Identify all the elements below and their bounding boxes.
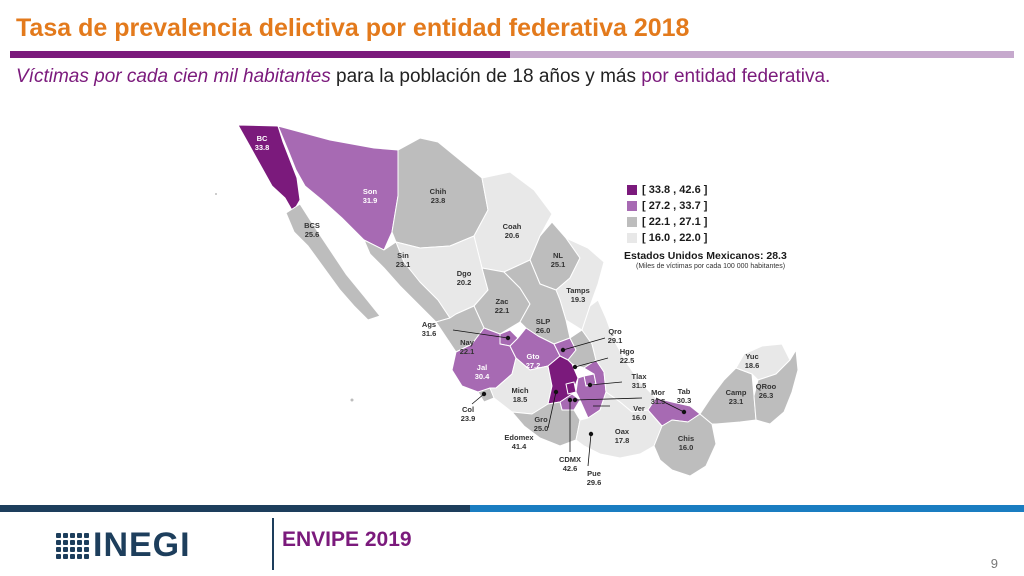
island-revillagigedo [349, 397, 355, 403]
national-total: Estados Unidos Mexicanos: 28.3 [624, 250, 787, 262]
state-label-oax: Oax 17.8 [615, 427, 630, 445]
subtitle-mid: para la población de 18 años y más [330, 66, 642, 87]
mexico-map: BC 33.8 Son 31.9 Chih 23.8 Coah 20.6 BCS 25.6 Sin 2… [214, 124, 799, 487]
state-label-qro: Qro 29.1 [608, 327, 623, 345]
legend-item: [ 27.2 , 33.7 ] [627, 198, 707, 214]
state-label-col: Col 23.9 [461, 405, 476, 423]
state-chis[interactable] [653, 413, 717, 477]
leader-lines [452, 329, 685, 467]
state-label-mich: Mich 18.5 [511, 386, 529, 404]
logo-text: INEGI [93, 526, 191, 564]
state-label-jal: Jal 30.4 [475, 363, 490, 381]
legend-item: [ 33.8 , 42.6 ] [627, 182, 707, 198]
state-label-dgo: Dgo 20.2 [457, 269, 472, 287]
legend-label: [ 33.8 , 42.6 ] [642, 184, 708, 196]
state-label-nay: Nay 22.1 [460, 338, 475, 356]
state-label-nl: NL 25.1 [551, 251, 566, 269]
state-label-bcs: BCS 25.6 [304, 221, 320, 239]
footer-divider [272, 518, 274, 570]
legend-label: [ 27.2 , 33.7 ] [642, 200, 708, 212]
page-number: 9 [990, 556, 998, 571]
state-label-mor: Mor 31.5 [651, 388, 666, 406]
leader-dots [481, 335, 687, 437]
state-label-qroo: QRoo 26.3 [756, 382, 777, 400]
state-label-camp: Camp 23.1 [726, 388, 747, 406]
legend-swatch [627, 185, 637, 195]
legend-label: [ 16.0 , 22.0 ] [642, 232, 708, 244]
legend-item: [ 16.0 , 22.0 ] [627, 230, 707, 246]
island-guadalupe [214, 192, 218, 196]
state-label-zac: Zac 22.1 [495, 297, 510, 315]
state-label-ags: Ags 31.6 [422, 320, 437, 338]
legend-swatch [627, 217, 637, 227]
page-subtitle: Víctimas por cada cien mil habitantes pa… [16, 66, 830, 88]
inegi-logo: INEGI [56, 526, 191, 565]
title-underline-light [510, 51, 1014, 58]
state-label-hgo: Hgo 22.5 [620, 347, 635, 365]
state-label-gro: Gro 25.0 [534, 415, 549, 433]
state-label-bc: BC 33.8 [255, 134, 270, 152]
state-label-gto: Gto 27.2 [526, 352, 541, 370]
state-label-slp: SLP 26.0 [536, 317, 551, 335]
state-label-ver: Ver 16.0 [632, 404, 647, 422]
state-label-tamps: Tamps 19.3 [566, 286, 590, 304]
state-label-sin: Sin 23.1 [396, 251, 411, 269]
subtitle-end: por entidad federativa. [641, 66, 831, 87]
state-tamps[interactable] [555, 237, 605, 331]
state-label-tlax: Tlax 31.5 [631, 372, 647, 390]
national-note: (Miles de víctimas por cada 100 000 habi… [636, 263, 786, 270]
state-label-pue: Pue 29.6 [587, 469, 602, 487]
state-label-tab: Tab 30.3 [677, 387, 692, 405]
state-label-yuc: Yuc 18.6 [745, 352, 760, 370]
state-cdmx[interactable] [565, 381, 577, 395]
state-label-coah: Coah 20.6 [503, 222, 522, 240]
state-bcs[interactable] [285, 203, 381, 321]
legend-swatch [627, 233, 637, 243]
title-underline-dark [10, 51, 510, 58]
state-label-edomex: Edomex 41.4 [504, 433, 534, 451]
state-label-son: Son 31.9 [363, 187, 378, 205]
logo-dots-icon [56, 532, 89, 559]
survey-name: ENVIPE 2019 [282, 528, 412, 551]
state-labels: BC 33.8 Son 31.9 Chih 23.8 Coah 20.6 BCS 25.6 Sin 2… [255, 134, 777, 487]
page-title: Tasa de prevalencia delictiva por entida… [16, 14, 690, 42]
state-label-chih: Chih 23.8 [430, 187, 447, 205]
state-qroo[interactable] [753, 349, 799, 425]
footer-bar-dark [0, 505, 470, 512]
legend-swatch [627, 201, 637, 211]
legend-label: [ 22.1 , 27.1 ] [642, 216, 708, 228]
state-gro[interactable] [511, 401, 581, 447]
footer-bar [0, 505, 1024, 512]
state-label-chis: Chis 16.0 [678, 434, 694, 452]
legend-item: [ 22.1 , 27.1 ] [627, 214, 707, 230]
legend: [ 33.8 , 42.6 ] [ 27.2 , 33.7 ] [ 22.1 ,… [627, 182, 707, 246]
state-label-cdmx: CDMX 42.6 [559, 455, 581, 473]
subtitle-italic: Víctimas por cada cien mil habitantes [16, 66, 331, 87]
